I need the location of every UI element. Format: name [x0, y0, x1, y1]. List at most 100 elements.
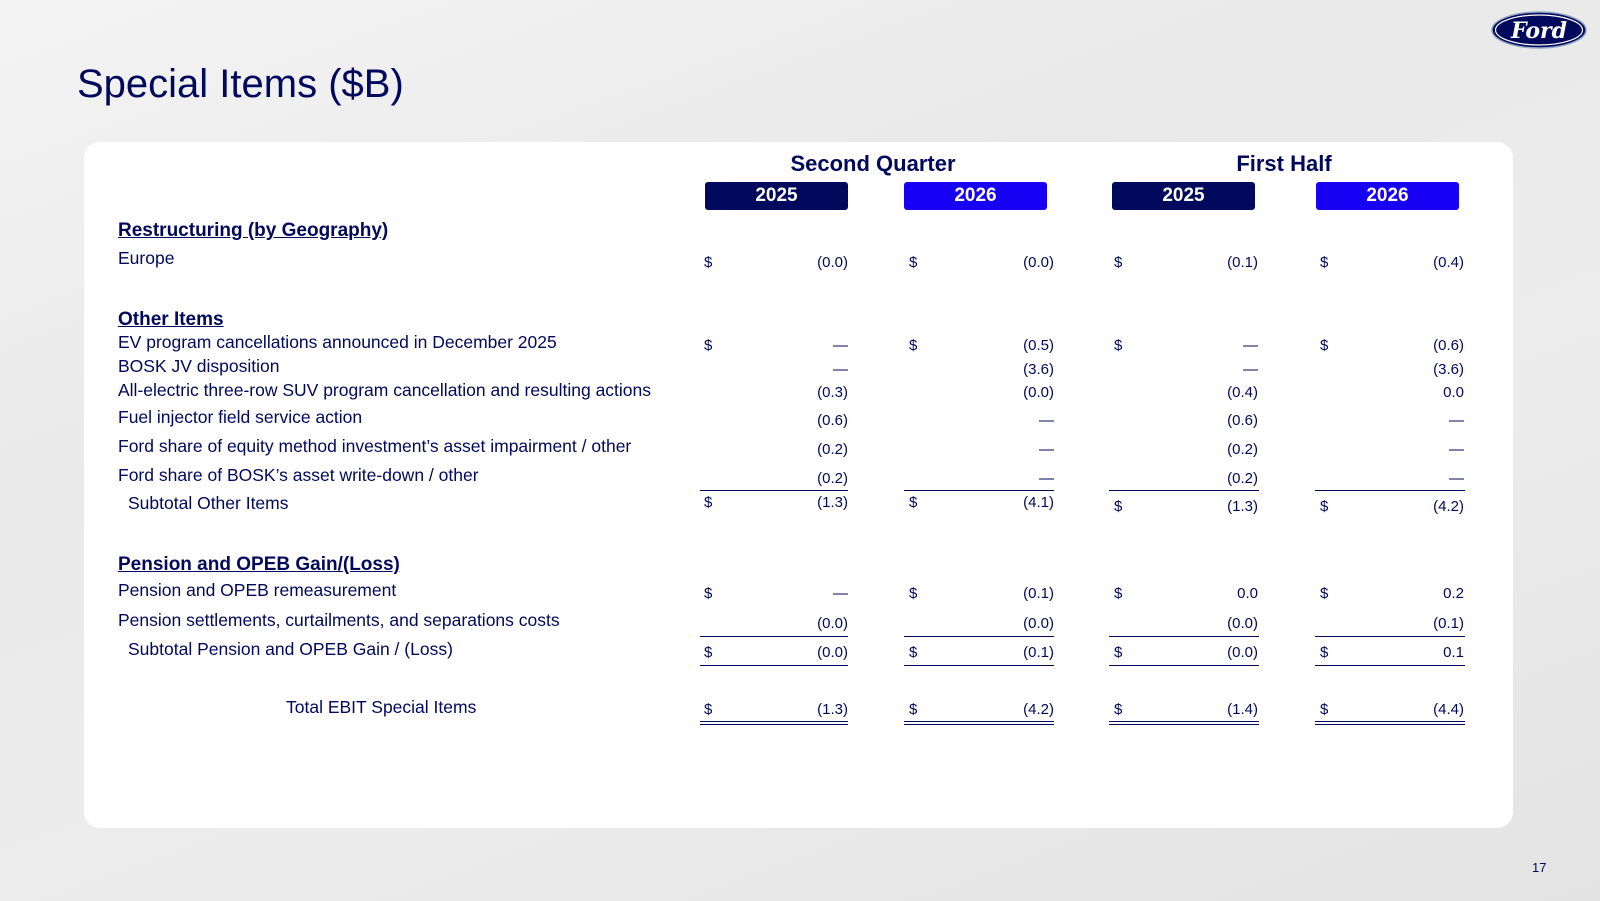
row-bosk-asset-write-down-label: Ford share of BOSK’s asset write-down / …	[118, 465, 479, 485]
row-europe-currency-3: $	[1320, 254, 1329, 271]
row-pension-remeasurement-currency-0: $	[704, 585, 713, 602]
row-subtotal-pension-currency-0: $	[704, 644, 713, 661]
row-europe-currency-2: $	[1114, 254, 1123, 271]
row-ev-program-cancellations-label: EV program cancellations announced in De…	[118, 332, 557, 352]
row-subtotal-other-items-currency-1: $	[909, 494, 918, 511]
row-equity-method-impairment-value-2: (0.2)	[1227, 441, 1258, 458]
row-subtotal-other-items-currency-0: $	[704, 494, 713, 511]
year-header-h1-2026: 2026	[1316, 182, 1459, 210]
total-double-rule-3	[1315, 721, 1465, 725]
row-bosk-asset-write-down-value-1: —	[1039, 470, 1054, 487]
group-title-second-quarter: Second Quarter	[790, 151, 956, 176]
row-pension-settlements-value-3: (0.1)	[1433, 615, 1464, 632]
row-total-ebit-special-items-currency-1: $	[909, 701, 918, 718]
row-three-row-suv-cancellation-label: All-electric three-row SUV program cance…	[118, 380, 652, 400]
row-bosk-jv-disposition-value-3: (3.6)	[1433, 361, 1464, 378]
subtotal-other-rule-1	[904, 490, 1054, 491]
special-items-table-card	[84, 142, 1513, 828]
row-pension-settlements-value-2: (0.0)	[1227, 615, 1258, 632]
page-number: 17	[1532, 860, 1547, 875]
pension-subtotal-top-rule-1	[904, 636, 1054, 637]
row-subtotal-other-items-currency-2: $	[1114, 498, 1123, 515]
row-bosk-jv-disposition-value-1: (3.6)	[1023, 361, 1054, 378]
row-europe-label: Europe	[118, 248, 175, 268]
row-ev-program-cancellations-value-1: (0.5)	[1023, 337, 1054, 354]
row-ev-program-cancellations-value-0: —	[833, 337, 848, 354]
row-fuel-injector-field-service-value-3: —	[1449, 412, 1464, 429]
ford-logo: Ford	[1491, 11, 1587, 49]
row-bosk-asset-write-down-value-2: (0.2)	[1227, 470, 1258, 487]
row-total-ebit-special-items-value-2: (1.4)	[1227, 701, 1258, 718]
row-pension-settlements-value-1: (0.0)	[1023, 615, 1054, 632]
row-subtotal-pension-value-0: (0.0)	[817, 644, 848, 661]
row-subtotal-other-items-currency-3: $	[1320, 498, 1329, 515]
subtotal-other-rule-2	[1109, 490, 1259, 491]
row-bosk-jv-disposition-value-2: —	[1243, 361, 1258, 378]
row-subtotal-pension-value-3: 0.1	[1443, 644, 1464, 661]
row-subtotal-other-items-value-3: (4.2)	[1433, 498, 1464, 515]
ford-logo-text: Ford	[1510, 18, 1567, 44]
row-ev-program-cancellations-currency-1: $	[909, 337, 918, 354]
row-europe-currency-1: $	[909, 254, 918, 271]
row-pension-remeasurement-value-2: 0.0	[1237, 585, 1258, 602]
year-header-q2-2025: 2025	[705, 182, 848, 210]
row-fuel-injector-field-service-value-0: (0.6)	[817, 412, 848, 429]
row-europe-value-3: (0.4)	[1433, 254, 1464, 271]
row-ev-program-cancellations-value-2: —	[1243, 337, 1258, 354]
row-pension-remeasurement-currency-2: $	[1114, 585, 1123, 602]
section-heading-pension: Pension and OPEB Gain/(Loss)	[118, 554, 400, 575]
row-bosk-jv-disposition-label: BOSK JV disposition	[118, 356, 280, 376]
row-subtotal-pension-currency-2: $	[1114, 644, 1123, 661]
row-subtotal-other-items-value-2: (1.3)	[1227, 498, 1258, 515]
row-total-ebit-special-items-currency-2: $	[1114, 701, 1123, 718]
year-header-q2-2026: 2026	[904, 182, 1047, 210]
row-pension-remeasurement-value-0: —	[833, 585, 848, 602]
row-three-row-suv-cancellation-value-0: (0.3)	[817, 384, 848, 401]
row-equity-method-impairment-label: Ford share of equity method investment’s…	[118, 436, 632, 456]
pension-subtotal-bottom-rule-1	[904, 665, 1054, 666]
year-header-h1-2025: 2025	[1112, 182, 1255, 210]
row-pension-settlements-label: Pension settlements, curtailments, and s…	[118, 610, 560, 630]
row-bosk-asset-write-down-value-3: —	[1449, 470, 1464, 487]
pension-subtotal-top-rule-0	[700, 636, 848, 637]
row-total-ebit-special-items-value-1: (4.2)	[1023, 701, 1054, 718]
row-bosk-asset-write-down-value-0: (0.2)	[817, 470, 848, 487]
row-europe-value-1: (0.0)	[1023, 254, 1054, 271]
group-title-first-half: First Half	[1236, 151, 1332, 176]
row-equity-method-impairment-value-0: (0.2)	[817, 441, 848, 458]
row-total-ebit-special-items-label: Total EBIT Special Items	[286, 697, 477, 717]
subtotal-other-rule-3	[1315, 490, 1465, 491]
row-subtotal-pension-value-2: (0.0)	[1227, 644, 1258, 661]
row-europe-value-0: (0.0)	[817, 254, 848, 271]
row-pension-settlements-value-0: (0.0)	[817, 615, 848, 632]
row-three-row-suv-cancellation-value-2: (0.4)	[1227, 384, 1258, 401]
row-total-ebit-special-items-value-3: (4.4)	[1433, 701, 1464, 718]
row-ev-program-cancellations-currency-0: $	[704, 337, 713, 354]
subtotal-other-rule-0	[700, 490, 848, 491]
row-equity-method-impairment-value-1: —	[1039, 441, 1054, 458]
pension-subtotal-top-rule-2	[1109, 636, 1259, 637]
page-title: Special Items ($B)	[77, 62, 404, 106]
pension-subtotal-top-rule-3	[1315, 636, 1465, 637]
row-fuel-injector-field-service-value-1: —	[1039, 412, 1054, 429]
row-fuel-injector-field-service-label: Fuel injector field service action	[118, 407, 363, 427]
pension-subtotal-bottom-rule-0	[700, 665, 848, 666]
row-total-ebit-special-items-currency-3: $	[1320, 701, 1329, 718]
total-double-rule-1	[904, 721, 1054, 725]
row-subtotal-pension-value-1: (0.1)	[1023, 644, 1054, 661]
row-subtotal-pension-currency-3: $	[1320, 644, 1329, 661]
row-subtotal-other-items-label: Subtotal Other Items	[128, 493, 289, 513]
row-europe-value-2: (0.1)	[1227, 254, 1258, 271]
section-heading-restructuring: Restructuring (by Geography)	[118, 220, 389, 241]
row-ev-program-cancellations-value-3: (0.6)	[1433, 337, 1464, 354]
row-equity-method-impairment-value-3: —	[1449, 441, 1464, 458]
row-three-row-suv-cancellation-value-3: 0.0	[1443, 384, 1464, 401]
row-ev-program-cancellations-currency-2: $	[1114, 337, 1123, 354]
row-pension-remeasurement-currency-1: $	[909, 585, 918, 602]
total-double-rule-0	[700, 721, 848, 725]
pension-subtotal-bottom-rule-2	[1109, 665, 1259, 666]
row-subtotal-other-items-value-0: (1.3)	[817, 494, 848, 511]
row-europe-currency-0: $	[704, 254, 713, 271]
pension-subtotal-bottom-rule-3	[1315, 665, 1465, 666]
row-subtotal-pension-label: Subtotal Pension and OPEB Gain / (Loss)	[128, 639, 453, 659]
